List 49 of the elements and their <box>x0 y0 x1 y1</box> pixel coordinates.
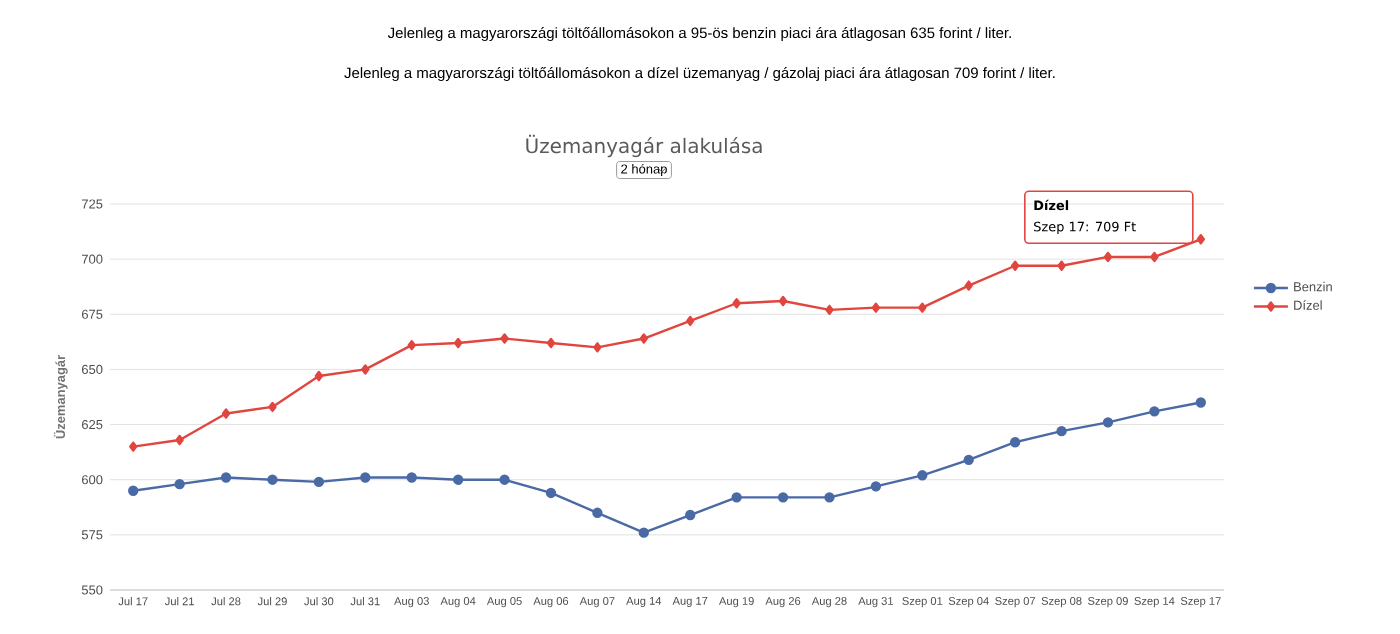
point <box>129 441 138 452</box>
point <box>870 481 882 492</box>
point <box>639 333 648 344</box>
point <box>174 478 185 490</box>
point <box>500 333 509 344</box>
point <box>1103 251 1113 263</box>
point <box>453 337 463 349</box>
point <box>1010 260 1020 271</box>
point <box>824 492 835 503</box>
point <box>593 342 602 353</box>
point <box>268 401 277 413</box>
point <box>638 527 649 538</box>
point <box>778 295 788 307</box>
point <box>1150 251 1159 263</box>
point <box>918 302 927 313</box>
point <box>267 474 278 485</box>
point <box>406 472 417 483</box>
point <box>1196 234 1205 245</box>
point <box>499 474 510 485</box>
point <box>175 434 184 446</box>
point <box>128 485 139 496</box>
point <box>1009 437 1021 448</box>
point <box>732 298 741 309</box>
point <box>963 454 974 466</box>
point <box>1056 426 1067 437</box>
point <box>871 302 881 313</box>
point <box>592 507 603 518</box>
point <box>360 472 371 483</box>
point <box>1102 417 1114 428</box>
point <box>1057 260 1066 271</box>
point <box>545 487 557 499</box>
point <box>917 470 928 481</box>
point <box>1149 406 1160 417</box>
point <box>1195 397 1206 408</box>
point <box>314 370 324 382</box>
point <box>313 476 325 488</box>
point <box>221 408 231 419</box>
point <box>731 492 742 503</box>
point <box>407 339 416 351</box>
point <box>361 364 370 375</box>
point <box>777 492 789 503</box>
point <box>825 304 834 316</box>
point <box>546 337 556 349</box>
chart-title: Üzemanyagár alakulása <box>526 134 762 158</box>
point <box>685 509 696 521</box>
point <box>220 472 232 483</box>
point <box>964 280 973 291</box>
point <box>686 315 695 327</box>
point <box>452 474 464 485</box>
